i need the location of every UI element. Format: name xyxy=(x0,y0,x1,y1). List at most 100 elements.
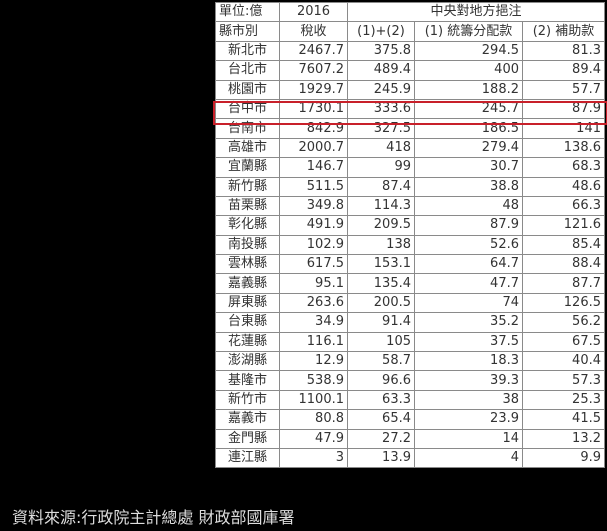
alloc-cell: 186.5 xyxy=(414,118,523,139)
source-note: 資料來源:行政院主計總處 財政部國庫署 xyxy=(12,508,295,527)
sum-cell: 105 xyxy=(347,331,415,353)
subsidy-cell: 87.7 xyxy=(522,273,605,294)
table-row: 金門縣 47.9 27.2 14 13.2 xyxy=(215,428,605,449)
tax-cell: 2000.7 xyxy=(279,137,348,159)
region-cell: 新竹縣 xyxy=(215,176,280,197)
tax-cell: 617.5 xyxy=(279,254,348,275)
col-tax-header: 稅收 xyxy=(279,21,348,42)
table-row: 苗栗縣 349.8 114.3 48 66.3 xyxy=(215,195,605,217)
subsidy-cell: 126.5 xyxy=(522,292,605,314)
region-cell: 彰化縣 xyxy=(215,215,280,236)
subsidy-cell: 57.7 xyxy=(522,79,605,100)
table-row: 雲林縣 617.5 153.1 64.7 88.4 xyxy=(215,254,605,275)
table-row: 新竹縣 511.5 87.4 38.8 48.6 xyxy=(215,176,605,197)
tax-cell: 102.9 xyxy=(279,234,348,256)
region-cell: 雲林縣 xyxy=(215,254,280,275)
tax-cell: 95.1 xyxy=(279,273,348,294)
alloc-cell: 245.7 xyxy=(414,98,523,120)
sum-cell: 99 xyxy=(347,157,415,178)
region-cell: 苗栗縣 xyxy=(215,195,280,217)
alloc-cell: 400 xyxy=(414,60,523,81)
table-row: 宜蘭縣 146.7 99 30.7 68.3 xyxy=(215,157,605,178)
region-cell: 屏東縣 xyxy=(215,292,280,314)
alloc-cell: 87.9 xyxy=(414,215,523,236)
group-header: 中央對地方挹注 xyxy=(347,1,605,23)
tax-cell: 491.9 xyxy=(279,215,348,236)
col-sum-header: (1)+(2) xyxy=(347,21,415,42)
table-row: 南投縣 102.9 138 52.6 85.4 xyxy=(215,234,605,256)
sum-cell: 87.4 xyxy=(347,176,415,197)
tax-cell: 34.9 xyxy=(279,312,348,333)
alloc-cell: 30.7 xyxy=(414,157,523,178)
region-cell: 新北市 xyxy=(215,40,280,62)
tax-cell: 1929.7 xyxy=(279,79,348,100)
tax-cell: 1730.1 xyxy=(279,98,348,120)
table-row: 台中市 1730.1 333.6 245.7 87.9 xyxy=(215,98,605,120)
alloc-cell: 37.5 xyxy=(414,331,523,353)
region-cell: 台北市 xyxy=(215,60,280,81)
sum-cell: 135.4 xyxy=(347,273,415,294)
sum-cell: 245.9 xyxy=(347,79,415,100)
table-row: 台北市 7607.2 489.4 400 89.4 xyxy=(215,60,605,81)
tax-cell: 263.6 xyxy=(279,292,348,314)
table-row: 嘉義縣 95.1 135.4 47.7 87.7 xyxy=(215,273,605,294)
sum-cell: 153.1 xyxy=(347,254,415,275)
region-cell: 連江縣 xyxy=(215,447,280,469)
sum-cell: 327.5 xyxy=(347,118,415,139)
subsidy-cell: 138.6 xyxy=(522,137,605,159)
alloc-cell: 74 xyxy=(414,292,523,314)
sum-cell: 418 xyxy=(347,137,415,159)
unit-label: 單位:億 xyxy=(215,1,280,23)
sum-cell: 65.4 xyxy=(347,409,415,430)
subsidy-cell: 57.3 xyxy=(522,370,605,391)
tax-cell: 12.9 xyxy=(279,351,348,372)
alloc-cell: 48 xyxy=(414,195,523,217)
region-cell: 新竹市 xyxy=(215,389,280,411)
table-row: 台南市 842.9 327.5 186.5 141 xyxy=(215,118,605,139)
tax-cell: 47.9 xyxy=(279,428,348,449)
table-row: 彰化縣 491.9 209.5 87.9 121.6 xyxy=(215,215,605,236)
sum-cell: 375.8 xyxy=(347,40,415,62)
header-row-2: 縣市別 稅收 (1)+(2) (1) 統籌分配款 (2) 補助款 xyxy=(215,21,605,42)
subsidy-cell: 87.9 xyxy=(522,98,605,120)
tax-cell: 2467.7 xyxy=(279,40,348,62)
region-cell: 金門縣 xyxy=(215,428,280,449)
sum-cell: 200.5 xyxy=(347,292,415,314)
tax-cell: 7607.2 xyxy=(279,60,348,81)
tax-cell: 842.9 xyxy=(279,118,348,139)
alloc-cell: 39.3 xyxy=(414,370,523,391)
sum-cell: 91.4 xyxy=(347,312,415,333)
table-row: 台東縣 34.9 91.4 35.2 56.2 xyxy=(215,312,605,333)
alloc-cell: 38.8 xyxy=(414,176,523,197)
region-cell: 嘉義市 xyxy=(215,409,280,430)
subsidy-cell: 68.3 xyxy=(522,157,605,178)
col-subsidy-header: (2) 補助款 xyxy=(522,21,605,42)
sum-cell: 13.9 xyxy=(347,447,415,469)
region-cell: 高雄市 xyxy=(215,137,280,159)
alloc-cell: 64.7 xyxy=(414,254,523,275)
table-row: 基隆市 538.9 96.6 39.3 57.3 xyxy=(215,370,605,391)
table-row: 連江縣 3 13.9 4 9.9 xyxy=(215,447,605,469)
table-row: 高雄市 2000.7 418 279.4 138.6 xyxy=(215,137,605,159)
alloc-cell: 14 xyxy=(414,428,523,449)
region-cell: 台東縣 xyxy=(215,312,280,333)
sum-cell: 63.3 xyxy=(347,389,415,411)
subsidy-cell: 85.4 xyxy=(522,234,605,256)
header-row-1: 單位:億 2016 中央對地方挹注 xyxy=(215,1,605,23)
region-cell: 台中市 xyxy=(215,98,280,120)
subsidy-cell: 67.5 xyxy=(522,331,605,353)
alloc-cell: 38 xyxy=(414,389,523,411)
alloc-cell: 47.7 xyxy=(414,273,523,294)
subsidy-cell: 141 xyxy=(522,118,605,139)
subsidy-cell: 56.2 xyxy=(522,312,605,333)
alloc-cell: 35.2 xyxy=(414,312,523,333)
alloc-cell: 52.6 xyxy=(414,234,523,256)
alloc-cell: 294.5 xyxy=(414,40,523,62)
subsidy-cell: 25.3 xyxy=(522,389,605,411)
table-row: 花蓮縣 116.1 105 37.5 67.5 xyxy=(215,331,605,353)
table-row: 澎湖縣 12.9 58.7 18.3 40.4 xyxy=(215,351,605,372)
tax-cell: 349.8 xyxy=(279,195,348,217)
alloc-cell: 18.3 xyxy=(414,351,523,372)
table-row: 嘉義市 80.8 65.4 23.9 41.5 xyxy=(215,409,605,430)
col-alloc-header: (1) 統籌分配款 xyxy=(414,21,523,42)
